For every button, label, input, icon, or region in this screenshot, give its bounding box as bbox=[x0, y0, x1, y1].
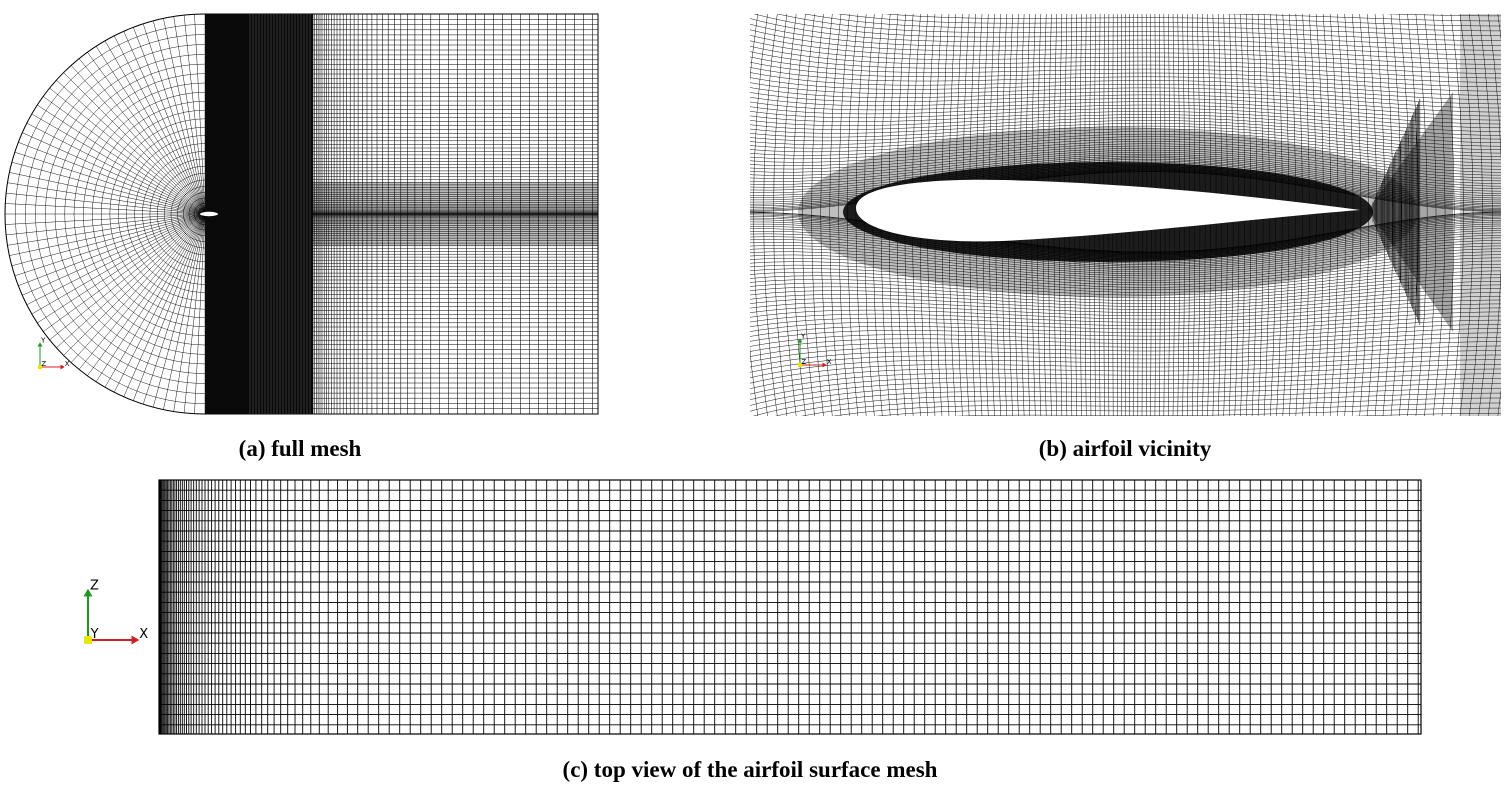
axis-label-up: Y bbox=[40, 337, 46, 345]
airfoil-shape bbox=[200, 212, 218, 216]
axis-label-out: Y bbox=[90, 627, 99, 642]
axis-label-up: Z bbox=[90, 578, 99, 593]
mesh-semicircle-region bbox=[5, 14, 205, 414]
mesh-wake-region bbox=[313, 14, 598, 414]
axis-label-right: X bbox=[827, 358, 832, 366]
axis-label-out: Z bbox=[41, 360, 46, 368]
full-mesh-figure: Y Z X bbox=[0, 12, 600, 416]
airfoil-vicinity-panel: Y Z X bbox=[748, 12, 1503, 418]
caption-full-mesh: (a) full mesh bbox=[200, 436, 400, 462]
axis-triad-c: Z Y X bbox=[83, 578, 148, 644]
axis-label-out: Z bbox=[801, 358, 806, 366]
caption-airfoil-vicinity: (b) airfoil vicinity bbox=[990, 436, 1260, 462]
airfoil-vicinity-figure: Y Z X bbox=[748, 12, 1503, 418]
axis-label-right: X bbox=[65, 360, 70, 368]
axis-label-right: X bbox=[139, 627, 148, 642]
surface-mesh-grid bbox=[159, 480, 1421, 734]
surface-mesh-figure: Z Y X bbox=[60, 478, 1425, 736]
axis-label-up: Y bbox=[800, 333, 806, 341]
mesh-dense-block bbox=[205, 14, 313, 414]
caption-surface-mesh: (c) top view of the airfoil surface mesh bbox=[450, 757, 1050, 783]
full-mesh-panel: Y Z X bbox=[0, 12, 600, 416]
surface-mesh-panel: Z Y X bbox=[60, 478, 1425, 736]
